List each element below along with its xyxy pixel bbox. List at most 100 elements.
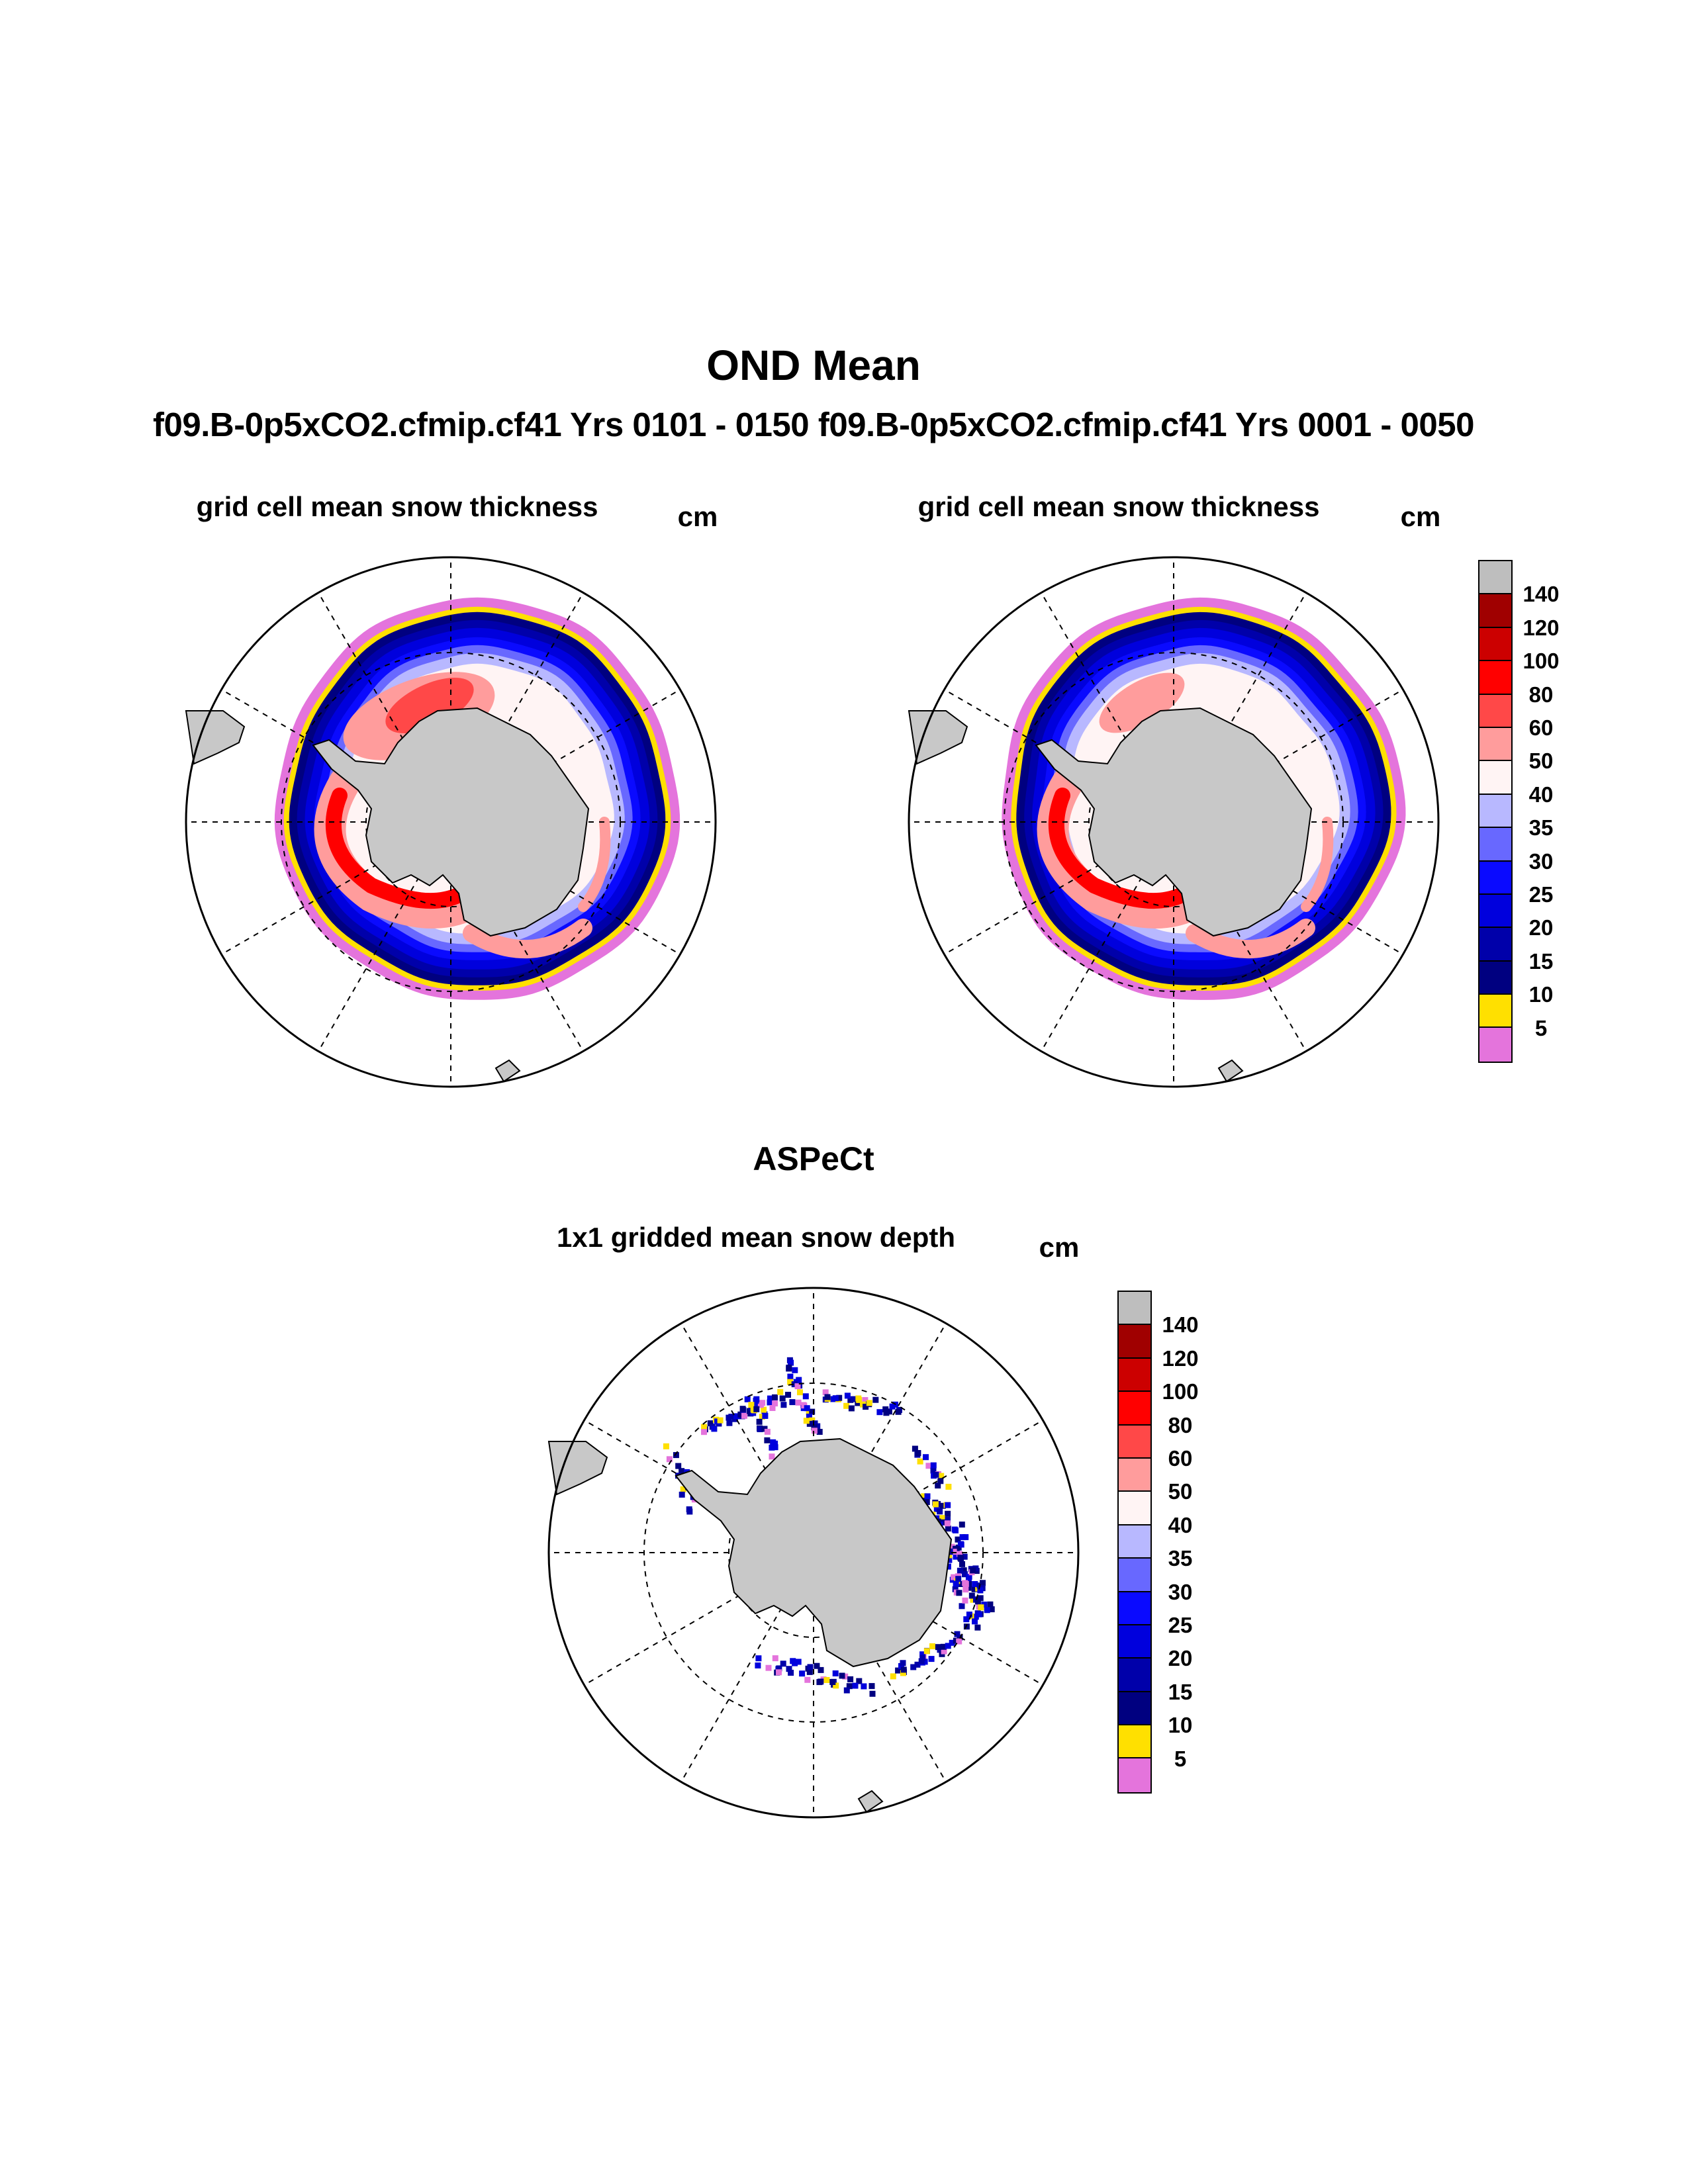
observation-point [951,1549,957,1555]
colorbar-label: 20 [1168,1646,1193,1671]
observation-point [923,1499,930,1506]
observation-point [961,1553,968,1560]
observation-point [925,1463,932,1469]
observation-point [959,1522,965,1528]
observation-point [937,1508,943,1515]
observation-point [976,1611,982,1617]
observation-point [753,1402,759,1408]
observation-point [839,1672,845,1679]
model-map-1 [185,556,717,1088]
panel-1-title: grid cell mean snow thickness [196,491,598,522]
observation-point [764,1437,771,1443]
observation-point [886,1408,892,1415]
colorbar-box [1479,627,1511,662]
observation-point [938,1473,945,1479]
observation-point [777,1388,784,1395]
observation-point [744,1396,751,1402]
observation-point [806,1420,813,1427]
observation-point [882,1406,889,1412]
observation-point [776,1665,782,1672]
observation-point [914,1661,921,1668]
observation-map [547,1287,1080,1819]
snow-contour-level [385,677,474,734]
observation-point [866,1400,872,1406]
observation-point [956,1638,962,1645]
observation-point [843,1687,850,1694]
observation-point [963,1616,970,1623]
observation-point [847,1676,854,1682]
main-title: OND Mean [706,341,921,389]
observation-point [757,1426,763,1432]
latitude-gridline [281,652,621,992]
observation-point [806,1414,812,1420]
observation-point [944,1520,951,1527]
obs-panel-title: 1x1 gridded mean snow depth [556,1222,956,1253]
observation-point [673,1452,679,1459]
snow-contour-level [1186,919,1315,958]
observation-point [921,1493,927,1500]
observation-point [772,1400,778,1407]
observation-point [987,1601,994,1608]
observation-point [883,1410,890,1416]
observation-point [974,1598,981,1605]
observation-point [955,1576,962,1582]
observation-point [966,1574,972,1580]
observation-point [945,1516,951,1523]
colorbar-box [1479,861,1511,895]
colorbar-box [1119,1625,1150,1659]
observation-point [791,1381,798,1388]
island-land [494,1059,521,1083]
observation-point [767,1395,773,1402]
observation-point [728,1414,735,1420]
colorbar-label: 25 [1528,882,1554,907]
map-boundary [185,556,717,1088]
observation-point [726,1420,733,1426]
colorbar-box [1119,1725,1150,1759]
snow-contour-level [1048,788,1187,909]
observation-point [935,1644,941,1651]
observation-point [928,1656,935,1662]
observation-point [790,1658,796,1664]
panel-2-title: grid cell mean snow thickness [917,491,1320,522]
observation-point [861,1683,867,1690]
colorbar-label: 35 [1168,1546,1193,1571]
observation-point [803,1418,810,1424]
observation-point [961,1567,967,1574]
snow-contour-level [578,817,611,912]
observation-point [937,1478,944,1484]
observation-point [945,1484,952,1490]
observation-point [753,1396,760,1402]
observation-point [980,1580,986,1586]
observation-point [769,1405,776,1411]
observation-point [977,1587,984,1594]
observation-point [924,1493,931,1500]
observation-point [769,1453,775,1460]
colorbar-label: 15 [1528,948,1554,974]
obs-panel-units: cm [1039,1232,1080,1263]
observation-point [806,1668,813,1675]
observation-point [910,1664,917,1670]
observation-point [957,1555,964,1561]
observation-point [945,1510,951,1517]
observation-point [912,1445,918,1452]
observation-point [856,1396,863,1403]
observation-point [972,1618,978,1625]
observation-point [666,1456,673,1463]
latitude-gridline [1004,652,1344,992]
colorbar-box [1479,727,1511,762]
observation-point [772,1655,778,1662]
observation-point [962,1580,969,1587]
observation-point [711,1426,718,1432]
colorbar-label: 5 [1174,1746,1187,1771]
observation-point [900,1670,906,1676]
observation-point [788,1359,794,1366]
observation-point [876,1409,883,1416]
observation-point [741,1412,747,1419]
observation-point [765,1664,772,1671]
obs-section-title: ASPeCt [753,1140,874,1177]
colorbar-box [1119,1358,1150,1392]
colorbar-box [1119,1525,1150,1559]
observation-point [779,1395,786,1402]
observation-point [946,1557,953,1563]
observation-point [780,1661,786,1667]
